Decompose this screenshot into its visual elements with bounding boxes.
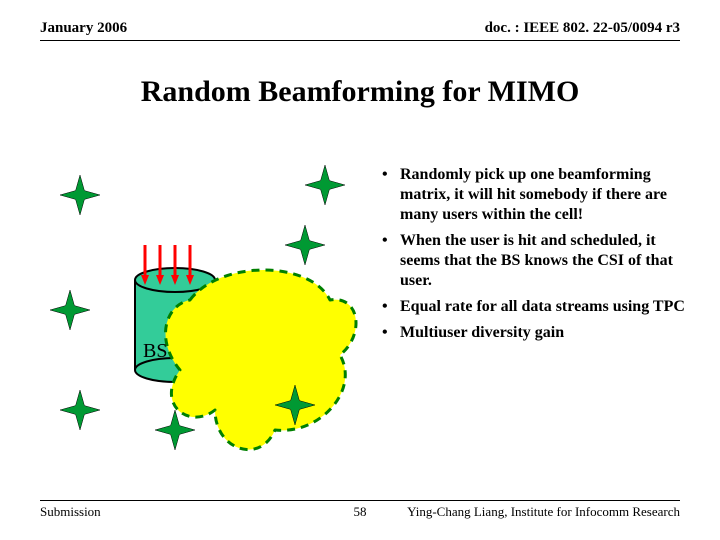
bullet-list: Randomly pick up one beamforming matrix,… [380, 165, 690, 349]
bs-label: BS [143, 340, 167, 363]
bullet-item: Randomly pick up one beamforming matrix,… [380, 165, 690, 225]
footer-left: Submission [40, 504, 101, 520]
slide-header: January 2006 doc. : IEEE 802. 22-05/0094… [40, 20, 680, 37]
footer-author: Ying-Chang Liang, Institute for Infocomm… [407, 504, 680, 520]
bullet-item: When the user is hit and scheduled, it s… [380, 231, 690, 291]
bullet-item: Equal rate for all data streams using TP… [380, 297, 690, 317]
slide-footer: Submission 58 Ying-Chang Liang, Institut… [40, 504, 680, 520]
header-date: January 2006 [40, 20, 127, 37]
diagram-svg [30, 130, 370, 460]
header-doc-id: doc. : IEEE 802. 22-05/0094 r3 [485, 20, 680, 37]
beamforming-diagram: BS [30, 130, 370, 460]
slide-title: Random Beamforming for MIMO [0, 75, 720, 109]
bullet-item: Multiuser diversity gain [380, 323, 690, 343]
page-number: 58 [354, 504, 367, 520]
